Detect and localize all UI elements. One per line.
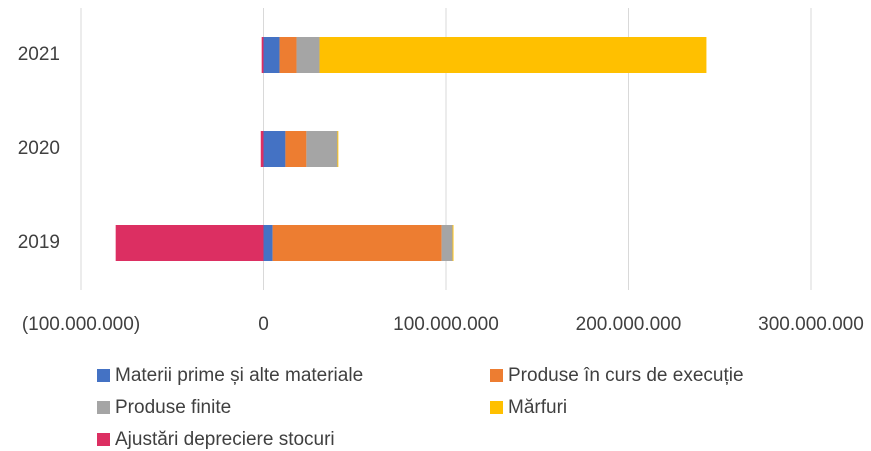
bar-segment [279,37,297,73]
x-tick-label: 100.000.000 [393,314,499,335]
legend-label: Materii prime și alte materiale [115,365,363,386]
bar-segment [306,131,338,167]
bar-segment [263,131,286,167]
x-tick-label: 200.000.000 [576,314,682,335]
x-tick-label: (100.000.000) [22,314,140,335]
bar-segment [452,225,454,261]
bar-segment [260,131,264,167]
legend-swatch [97,369,110,382]
legend-swatch [97,401,110,414]
bar-segment [296,37,320,73]
y-tick-label: 2019 [18,232,60,253]
legend-label: Produse în curs de execuție [508,365,744,386]
x-tick-label: 300.000.000 [758,314,864,335]
bar-segment [263,225,273,261]
legend-label: Mărfuri [508,397,567,418]
bar-segment [261,37,264,73]
legend-swatch [97,433,110,446]
legend-swatch [490,369,503,382]
bar-segment [285,131,307,167]
y-tick-label: 2021 [18,44,60,65]
bar-segment [337,131,339,167]
bar-segment [115,225,264,261]
bar-segment [272,225,442,261]
legend-label: Produse finite [115,397,231,418]
bar-segment [319,37,707,73]
x-tick-label: 0 [258,314,269,335]
bar-segment [441,225,453,261]
legend-label: Ajustări depreciere stocuri [115,429,335,450]
legend-swatch [490,401,503,414]
bar-segment [263,37,280,73]
y-tick-label: 2020 [18,138,60,159]
